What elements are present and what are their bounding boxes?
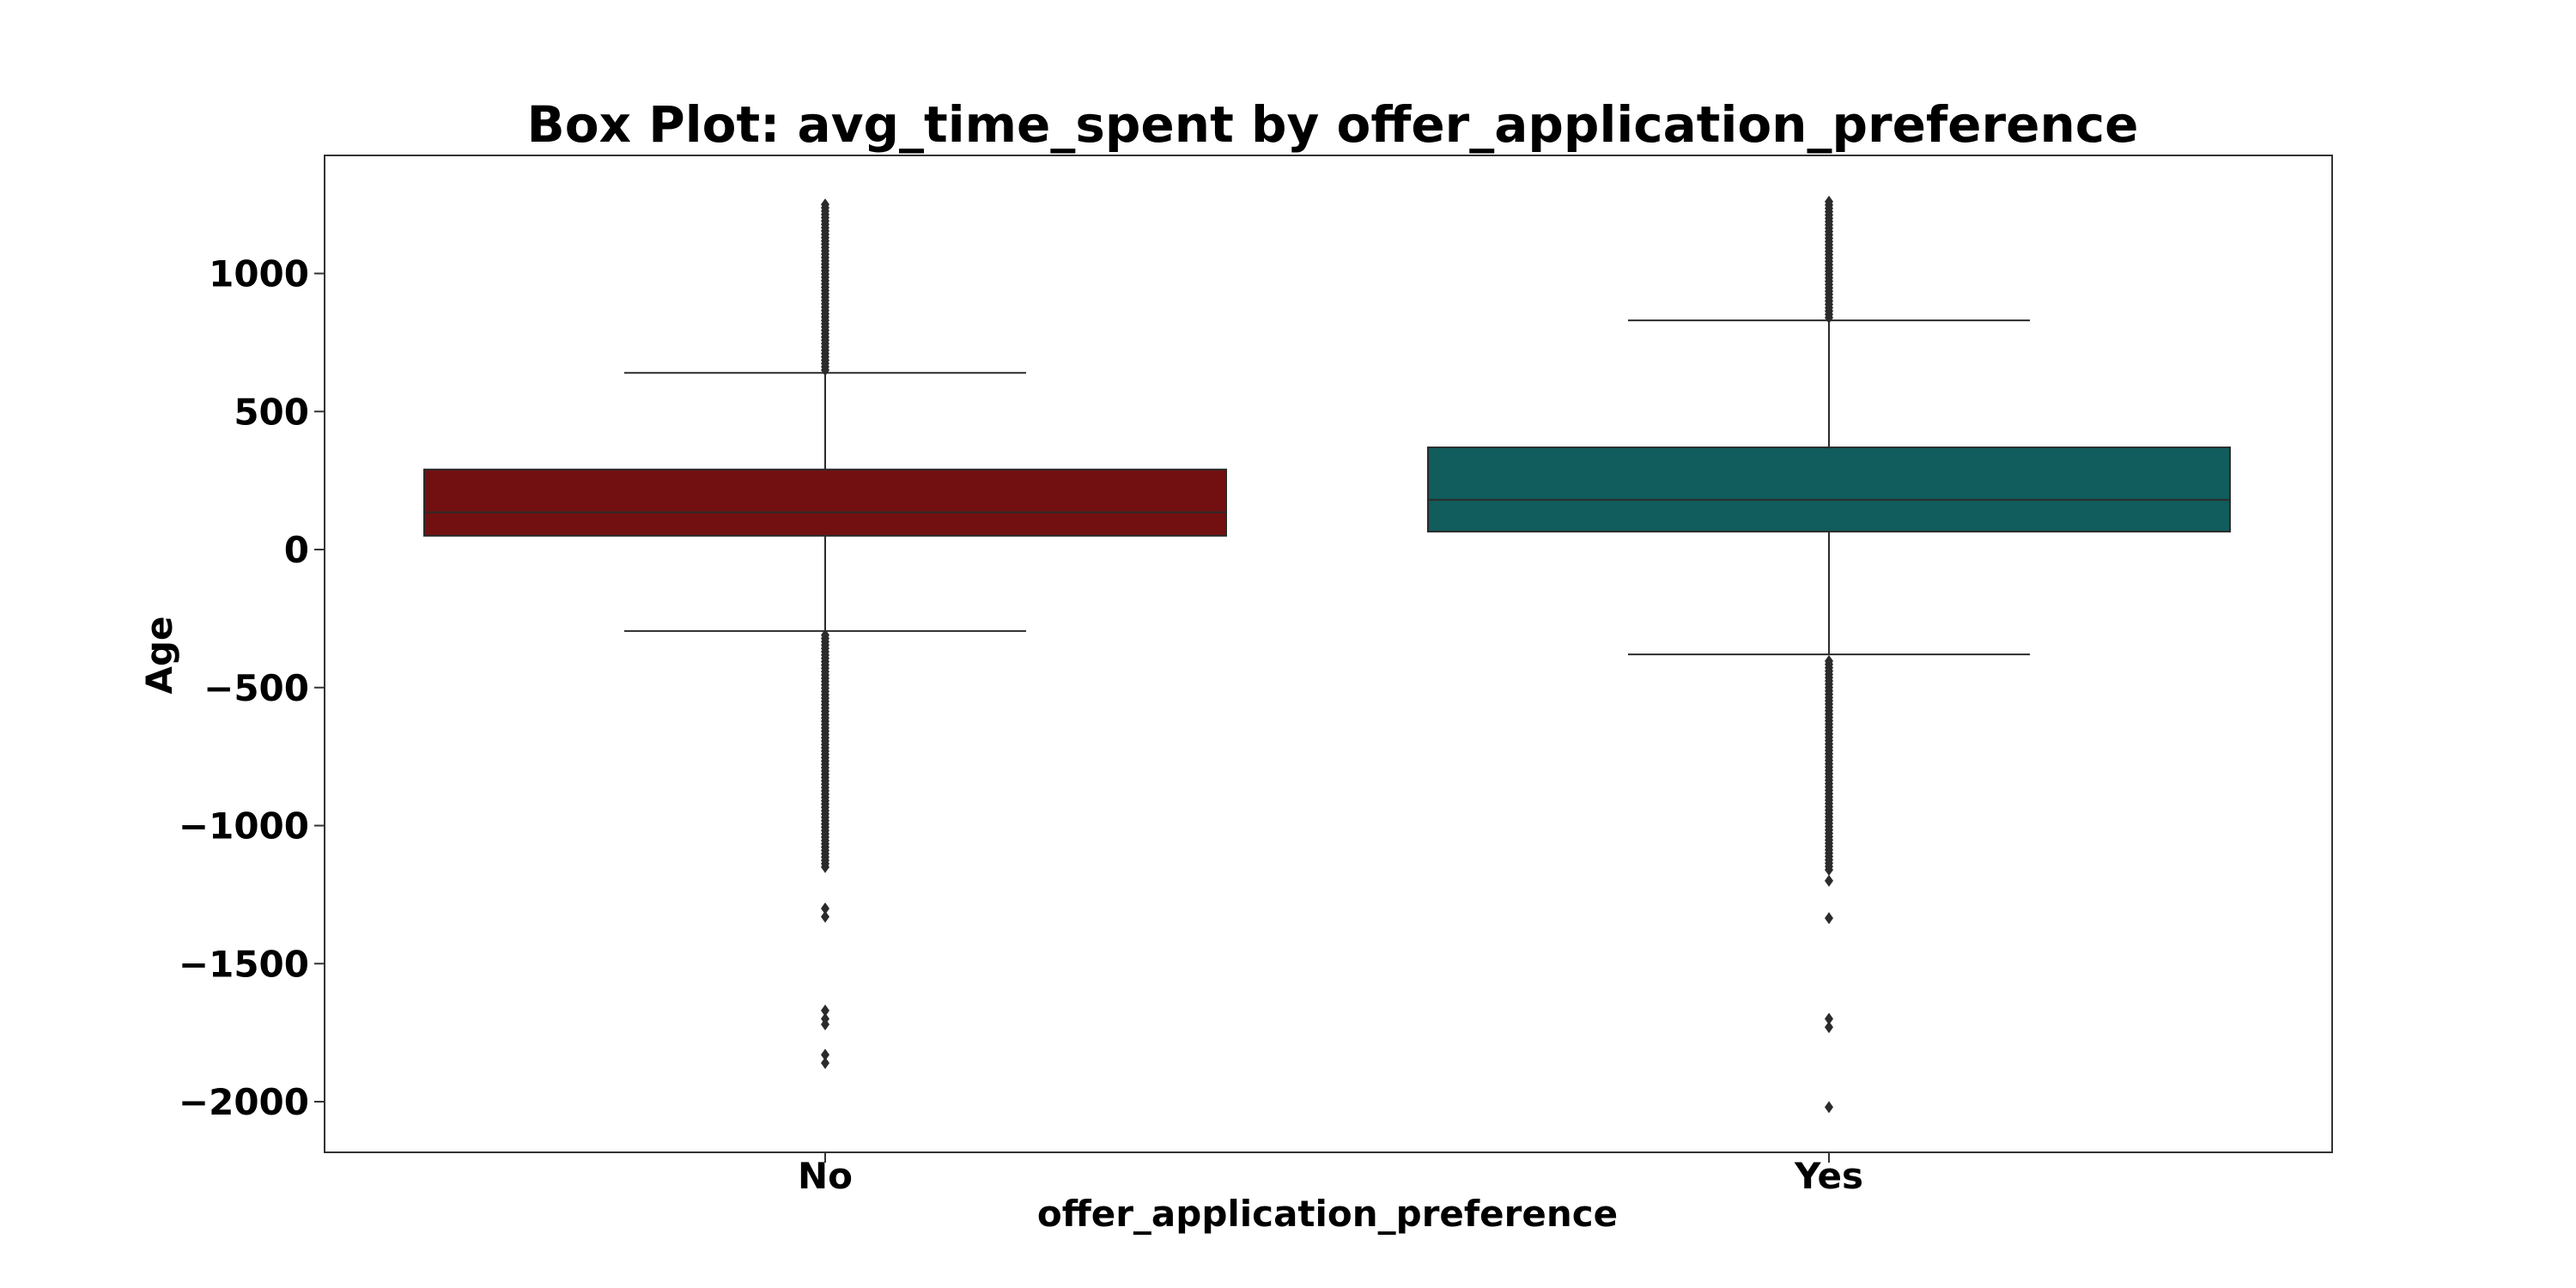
- x-axis: No Yes: [798, 1152, 1863, 1197]
- outlier-point: [1825, 1101, 1833, 1114]
- x-axis-label: offer_application_preference: [1037, 1193, 1618, 1235]
- outlier-point: [1825, 874, 1833, 887]
- y-tick-label: −500: [204, 667, 309, 709]
- y-tick-label: 500: [234, 391, 309, 433]
- outlier-point: [821, 910, 829, 923]
- outlier-point: [821, 902, 829, 914]
- outlier-point: [821, 1056, 829, 1069]
- plot-area-frame: [324, 155, 2333, 1153]
- chart-title: Box Plot: avg_time_spent by offer_applic…: [527, 95, 2139, 154]
- outlier-point: [821, 1048, 829, 1061]
- outliers: [821, 198, 829, 1069]
- y-axis: 1000 500 0 −500 −1000 −1500 −2000: [179, 253, 325, 1123]
- box-group-yes: [1427, 195, 2231, 1114]
- y-tick-label: −1000: [179, 805, 309, 848]
- outlier-point: [1825, 912, 1833, 925]
- outlier-point: [821, 629, 829, 641]
- y-tick-label: 0: [284, 529, 309, 571]
- y-axis-label: Age: [138, 616, 180, 694]
- y-tick-label: −1500: [179, 943, 309, 985]
- box-group-no: [423, 198, 1227, 1069]
- outlier-point: [1825, 1012, 1833, 1025]
- box-series: [423, 195, 2231, 1114]
- outlier-point: [821, 1018, 829, 1030]
- outliers: [1825, 195, 1833, 1114]
- y-tick-label: 1000: [209, 253, 309, 295]
- outlier-point: [821, 1004, 829, 1017]
- iqr-box: [1427, 447, 2231, 533]
- x-tick-label: No: [798, 1155, 853, 1197]
- y-tick-label: −2000: [179, 1081, 309, 1123]
- outlier-point: [821, 198, 829, 211]
- outlier-point: [1825, 654, 1833, 667]
- outlier-point: [1825, 195, 1833, 208]
- iqr-box: [423, 468, 1227, 537]
- outlier-point: [1825, 1021, 1833, 1034]
- x-tick-label: Yes: [1794, 1155, 1863, 1197]
